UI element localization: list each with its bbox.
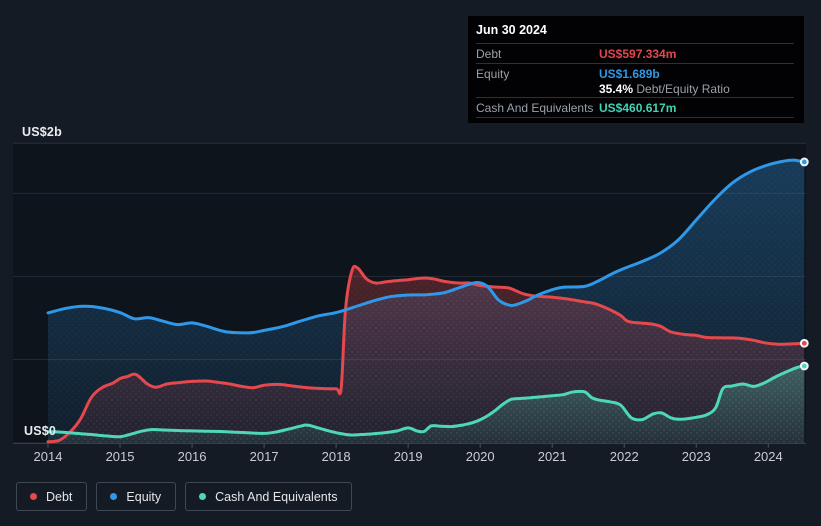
debt-legend-dot-icon [30,493,37,500]
year-label: 2020 [466,449,495,464]
line-debt [46,264,806,444]
endpoint-dot-debt [799,338,809,348]
legend-debt-label: Debt [46,489,73,504]
year-label: 2022 [610,449,639,464]
tooltip-debt-label: Debt [476,46,502,61]
tooltip-equity-value: US$1.689b [599,66,660,81]
y-axis-max-label: US$2b [22,125,62,139]
legend-item-equity[interactable]: Equity [96,482,177,511]
tooltip-debt-value: US$597.334m [599,46,677,61]
legend-item-cash[interactable]: Cash And Equivalents [185,482,353,511]
year-label: 2024 [754,449,783,464]
cash-legend-dot-icon [199,493,207,500]
tooltip-row-debt: Debt US$597.334m [476,44,794,64]
chart-tooltip: Jun 30 2024 Debt US$597.334m Equity US$1… [467,15,805,124]
tooltip-ratio-label: Debt/Equity Ratio [636,82,730,96]
legend-cash-label: Cash And Equivalents [215,489,338,504]
line-equity [46,158,806,335]
tooltip-row-cash: Cash And Equivalents US$460.617m [476,98,794,118]
chart-legend: Debt Equity Cash And Equivalents [16,482,353,511]
year-label: 2014 [34,449,63,464]
area-texture-cash-and-equivalents [48,366,805,443]
year-label: 2021 [538,449,567,464]
endpoint-dot-equity [799,157,809,167]
tooltip-row-ratio: 35.4% Debt/Equity Ratio [476,81,794,98]
year-label: 2023 [682,449,711,464]
equity-legend-dot-icon [110,493,118,500]
endpoint-dot-cash-and-equivalents [799,361,809,371]
tooltip-row-equity: Equity US$1.689b [476,64,794,81]
year-label: 2017 [250,449,279,464]
year-label: 2018 [322,449,351,464]
tooltip-date: Jun 30 2024 [476,16,794,44]
line-cash-and-equivalents [46,364,806,439]
tooltip-ratio-value: 35.4% [599,82,634,96]
year-label: 2019 [394,449,423,464]
area-texture-debt [48,266,805,443]
tooltip-equity-label: Equity [476,66,510,81]
tooltip-ratio-text: 35.4% Debt/Equity Ratio [599,82,794,96]
year-label: 2015 [106,449,135,464]
tooltip-cash-label: Cash And Equivalents [476,100,594,115]
tooltip-cash-value: US$460.617m [599,100,677,115]
legend-equity-label: Equity [126,489,162,504]
legend-item-debt[interactable]: Debt [16,482,88,511]
y-axis-zero-label: US$0 [24,424,57,438]
year-label: 2016 [178,449,207,464]
